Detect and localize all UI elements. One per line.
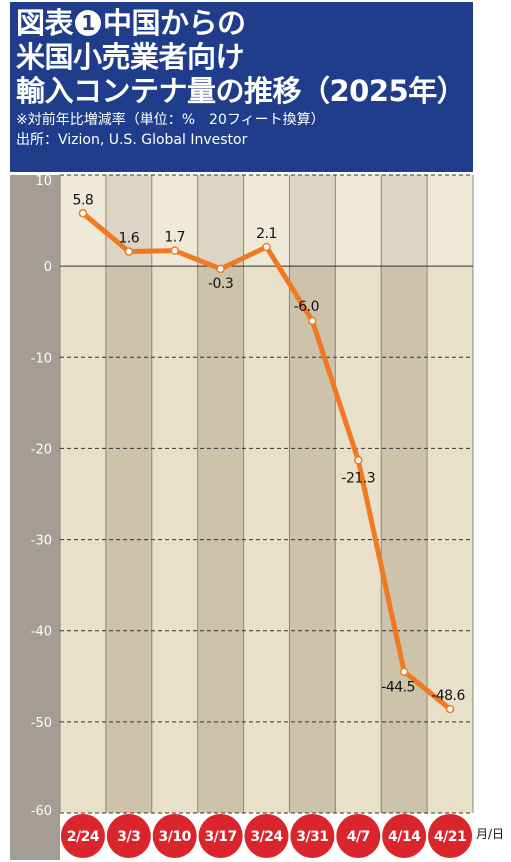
x-tick-label: 2/24 — [67, 829, 100, 845]
column-band — [60, 175, 106, 813]
x-tick-label: 3/17 — [204, 829, 236, 845]
x-axis-unit-label: 月/日 — [476, 827, 505, 841]
chart-title-line-3: 輸入コンテナ量の推移（2025年） — [16, 74, 466, 108]
y-tick-label: -40 — [31, 625, 52, 640]
x-tick-label: 3/31 — [296, 829, 328, 845]
data-point — [124, 247, 134, 256]
column-band — [197, 175, 244, 813]
y-tick-label: -60 — [31, 804, 52, 819]
data-label: -48.6 — [431, 688, 465, 704]
data-label: -44.5 — [381, 680, 415, 696]
chart-subtitle: ※対前年比増減率（単位：% 20フィート換算） — [16, 112, 325, 128]
chart-title-line-1: 図表 1 中国からの — [16, 6, 473, 40]
positive-region — [60, 175, 473, 267]
x-category-badge — [60, 814, 105, 858]
x-category-badge — [106, 814, 151, 858]
data-point — [354, 456, 363, 465]
data-label: 5.8 — [73, 192, 94, 208]
y-axis-band — [10, 175, 60, 860]
column-band — [381, 175, 428, 813]
title-suffix: 中国からの — [103, 6, 246, 40]
column-band — [335, 175, 382, 813]
title-prefix: 図表 — [16, 6, 74, 40]
column-band — [151, 175, 198, 813]
data-label: -0.3 — [208, 276, 233, 292]
y-tick-label: -10 — [31, 351, 52, 366]
chart-source: 出所：Vizion, U.S. Global Investor — [16, 132, 248, 148]
data-label: -6.0 — [294, 299, 319, 315]
data-label: 1.7 — [164, 230, 185, 246]
x-tick-label: 3/10 — [159, 829, 192, 845]
data-point — [262, 242, 271, 252]
column-band — [105, 175, 152, 813]
data-point — [78, 209, 88, 218]
data-label: 1.6 — [118, 231, 139, 247]
data-label: -21.3 — [341, 470, 375, 486]
x-tick-label: 4/21 — [434, 829, 466, 845]
y-tick-label: -50 — [31, 716, 52, 731]
column-band — [427, 175, 473, 813]
data-point — [445, 704, 455, 714]
data-label: 2.1 — [256, 226, 277, 242]
x-category-badge — [336, 814, 381, 858]
y-tick-label: -20 — [31, 442, 52, 457]
x-tick-label: 4/14 — [388, 829, 421, 845]
x-category-badge — [198, 814, 243, 858]
data-point — [308, 316, 317, 326]
title-number-badge: 1 — [75, 10, 102, 36]
y-tick-label: 10 — [35, 174, 52, 189]
column-band — [243, 175, 290, 813]
x-category-badge — [244, 814, 289, 858]
chart-header: 図表 1 中国からの 米国小売業者向け 輸入コンテナ量の推移（2025年） ※対前年… — [10, 2, 473, 172]
x-category-badge — [152, 814, 197, 858]
data-point — [399, 667, 409, 676]
x-category-badge — [382, 814, 427, 858]
x-category-badge — [428, 814, 473, 858]
column-band — [289, 175, 336, 813]
x-category-badge — [290, 814, 335, 858]
chart-title-line-2: 米国小売業者向け — [16, 40, 245, 74]
y-tick-label: -30 — [31, 534, 52, 549]
x-tick-label: 4/7 — [347, 829, 370, 845]
data-point — [170, 246, 179, 255]
x-tick-label: 3/3 — [117, 829, 140, 845]
y-tick-label: 0 — [44, 260, 52, 275]
data-point — [216, 264, 225, 274]
x-tick-label: 3/24 — [250, 829, 283, 845]
